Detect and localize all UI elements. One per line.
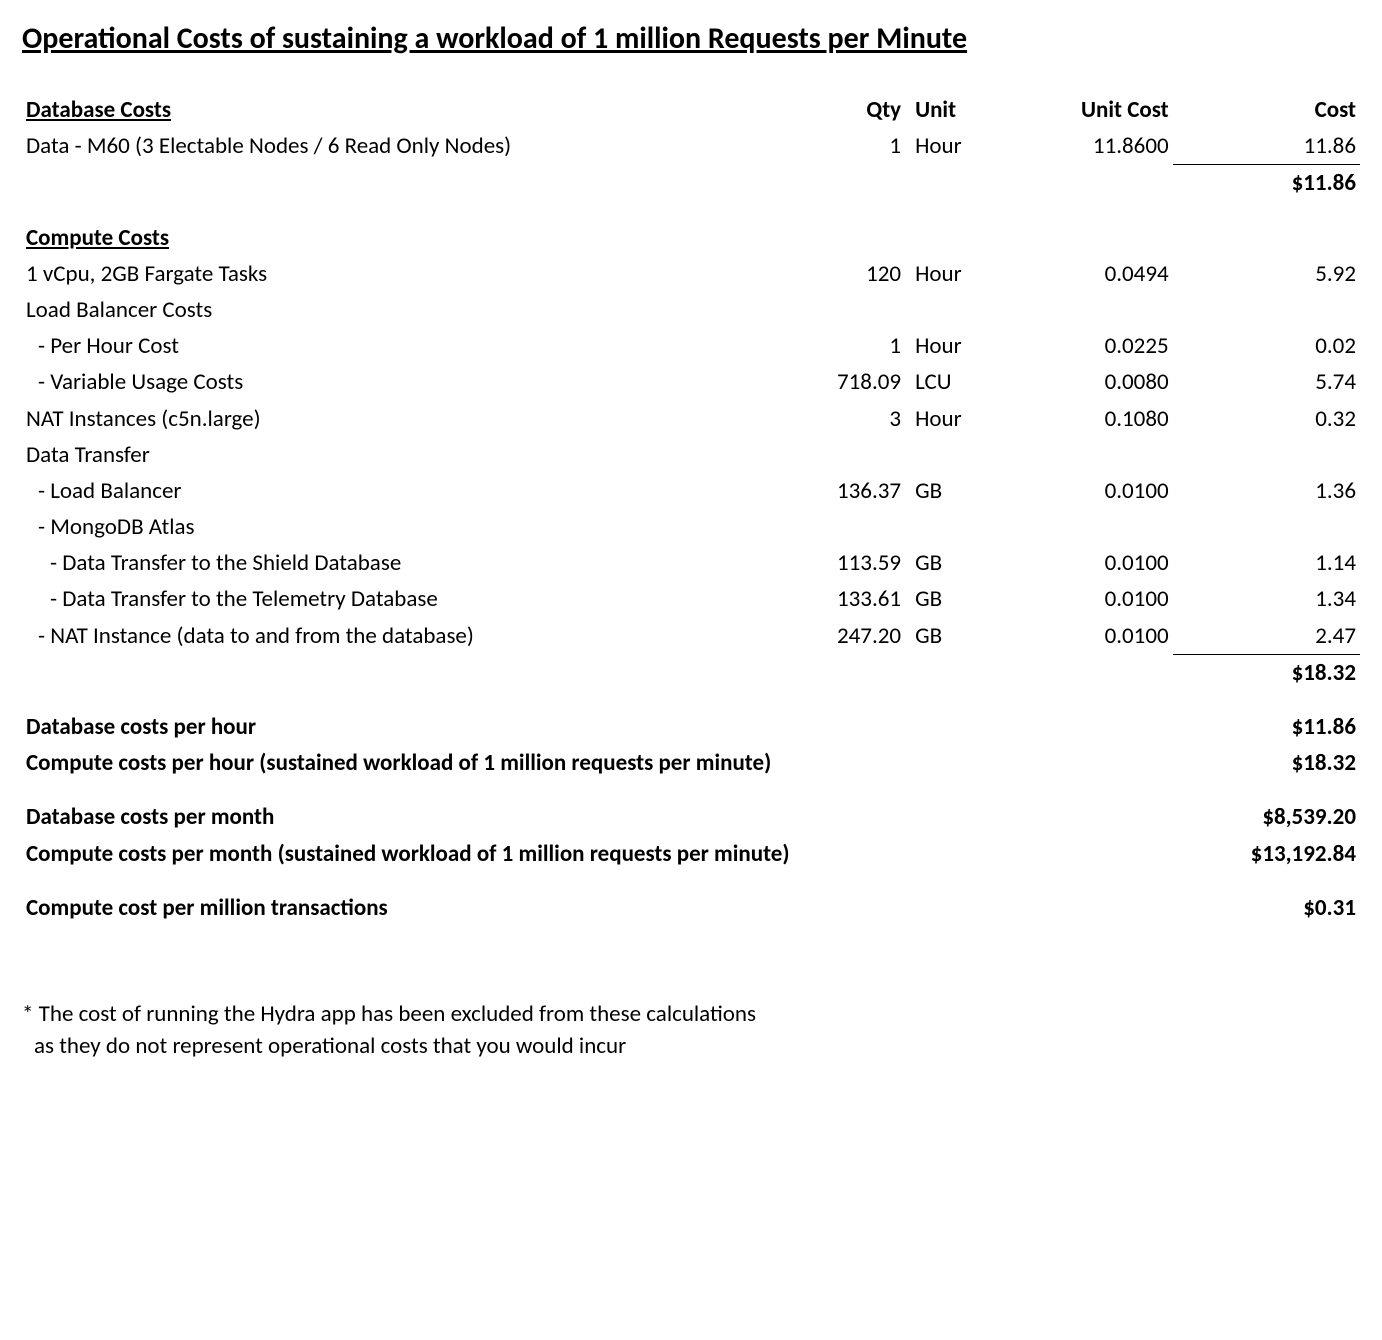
compute-row-qty: 120 — [785, 256, 905, 292]
compute-row-unit: Hour — [905, 256, 1012, 292]
compute-row-cost — [1173, 292, 1360, 328]
compute-row-qty: 133.61 — [785, 581, 905, 617]
compute-row-cost: 2.47 — [1173, 618, 1360, 655]
compute-row-unitcost: 0.0100 — [1012, 581, 1173, 617]
summary-label: Database costs per hour — [22, 709, 1173, 745]
footnote-line-1: * The cost of running the Hydra app has … — [22, 998, 1360, 1030]
db-row-unit: Hour — [905, 128, 1012, 165]
compute-row-cost: 1.34 — [1173, 581, 1360, 617]
db-row-unitcost: 11.8600 — [1012, 128, 1173, 165]
compute-row-desc: - Per Hour Cost — [22, 328, 785, 364]
compute-row-desc: - Variable Usage Costs — [22, 364, 785, 400]
col-cost: Cost — [1173, 92, 1360, 128]
compute-row-unitcost: 0.0080 — [1012, 364, 1173, 400]
compute-row-desc: - MongoDB Atlas — [22, 509, 785, 545]
compute-row-cost: 1.14 — [1173, 545, 1360, 581]
summary-value: $11.86 — [1173, 709, 1360, 745]
compute-row-unit — [905, 292, 1012, 328]
db-row-cost: 11.86 — [1173, 128, 1360, 165]
col-qty: Qty — [785, 92, 905, 128]
compute-row-unit: Hour — [905, 328, 1012, 364]
compute-row-cost — [1173, 437, 1360, 473]
compute-row-cost — [1173, 509, 1360, 545]
compute-row-cost: 0.32 — [1173, 401, 1360, 437]
compute-costs-header: Compute Costs — [22, 220, 1360, 256]
summary-label: Compute cost per million transactions — [22, 890, 1173, 926]
compute-row-qty — [785, 437, 905, 473]
compute-row-qty — [785, 292, 905, 328]
page-title: Operational Costs of sustaining a worklo… — [22, 18, 1360, 60]
compute-row-unitcost: 0.0100 — [1012, 618, 1173, 655]
compute-row-qty: 1 — [785, 328, 905, 364]
summary-value: $8,539.20 — [1173, 799, 1360, 835]
compute-row-desc: - Data Transfer to the Telemetry Databas… — [22, 581, 785, 617]
db-row-qty: 1 — [785, 128, 905, 165]
compute-row-unit: Hour — [905, 401, 1012, 437]
database-subtotal: $11.86 — [1173, 165, 1360, 202]
compute-row-unitcost — [1012, 437, 1173, 473]
compute-row-unit: LCU — [905, 364, 1012, 400]
compute-row-cost: 5.74 — [1173, 364, 1360, 400]
compute-row-unitcost — [1012, 509, 1173, 545]
compute-row-unit — [905, 509, 1012, 545]
compute-row-cost: 1.36 — [1173, 473, 1360, 509]
compute-row-qty: 3 — [785, 401, 905, 437]
compute-row-unit — [905, 437, 1012, 473]
footnote: * The cost of running the Hydra app has … — [22, 998, 1360, 1062]
compute-row-qty: 718.09 — [785, 364, 905, 400]
compute-row-desc: Data Transfer — [22, 437, 785, 473]
compute-row-desc: - Load Balancer — [22, 473, 785, 509]
summary-label: Compute costs per hour (sustained worklo… — [22, 745, 1173, 781]
compute-row-desc: 1 vCpu, 2GB Fargate Tasks — [22, 256, 785, 292]
summary-value: $0.31 — [1173, 890, 1360, 926]
summary-value: $18.32 — [1173, 745, 1360, 781]
summary-label: Database costs per month — [22, 799, 1173, 835]
compute-row-unitcost: 0.1080 — [1012, 401, 1173, 437]
compute-row-unit: GB — [905, 545, 1012, 581]
compute-row-unit: GB — [905, 473, 1012, 509]
compute-row-qty: 136.37 — [785, 473, 905, 509]
compute-row-cost: 5.92 — [1173, 256, 1360, 292]
compute-row-unit: GB — [905, 618, 1012, 655]
compute-row-qty: 247.20 — [785, 618, 905, 655]
footnote-line-2: as they do not represent operational cos… — [22, 1030, 1360, 1062]
compute-row-qty — [785, 509, 905, 545]
compute-row-cost: 0.02 — [1173, 328, 1360, 364]
compute-row-unitcost: 0.0100 — [1012, 545, 1173, 581]
summary-value: $13,192.84 — [1173, 836, 1360, 872]
compute-subtotal: $18.32 — [1173, 654, 1360, 691]
compute-row-unitcost — [1012, 292, 1173, 328]
compute-row-desc: - NAT Instance (data to and from the dat… — [22, 618, 785, 655]
compute-row-desc: Load Balancer Costs — [22, 292, 785, 328]
col-unit: Unit — [905, 92, 1012, 128]
db-row-desc: Data - M60 (3 Electable Nodes / 6 Read O… — [22, 128, 785, 165]
compute-row-unitcost: 0.0225 — [1012, 328, 1173, 364]
compute-row-desc: - Data Transfer to the Shield Database — [22, 545, 785, 581]
summary-label: Compute costs per month (sustained workl… — [22, 836, 1173, 872]
compute-row-unit: GB — [905, 581, 1012, 617]
cost-table: Database CostsQtyUnitUnit CostCost Data -… — [22, 92, 1360, 926]
compute-row-unitcost: 0.0100 — [1012, 473, 1173, 509]
compute-row-desc: NAT Instances (c5n.large) — [22, 401, 785, 437]
compute-row-qty: 113.59 — [785, 545, 905, 581]
col-unit-cost: Unit Cost — [1012, 92, 1173, 128]
compute-row-unitcost: 0.0494 — [1012, 256, 1173, 292]
database-costs-header: Database Costs — [22, 92, 785, 128]
